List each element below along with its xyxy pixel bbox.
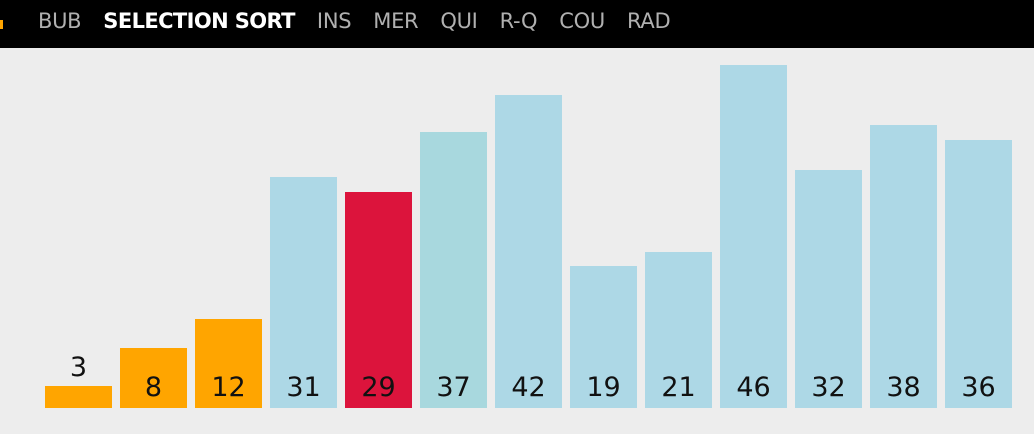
array-bar [645, 252, 712, 408]
bar-value-label: 46 [736, 372, 771, 403]
nav-item-merge-sort[interactable]: MER [373, 9, 419, 33]
top-nav-bar: BUB SELECTION SORT INS MER QUI R-Q COU R… [0, 0, 1034, 48]
bar-value-label: 31 [286, 372, 321, 403]
nav-item-selection-sort[interactable]: SELECTION SORT [103, 9, 295, 33]
bar-value-label: 21 [661, 372, 696, 403]
bar-value-label: 3 [69, 352, 88, 383]
bar-value-label: 29 [361, 372, 396, 403]
bar-value-label: 42 [511, 372, 546, 403]
array-bar [795, 170, 862, 408]
array-bar [420, 132, 487, 408]
array-bar [870, 125, 937, 408]
array-bar [945, 140, 1012, 408]
array-bar [45, 386, 112, 408]
nav-item-quick-sort[interactable]: QUI [440, 9, 478, 33]
bar-value-label: 38 [886, 372, 921, 403]
bar-value-label: 32 [811, 372, 846, 403]
bar-value-label: 19 [586, 372, 621, 403]
array-bar [195, 319, 262, 408]
bar-value-label: 12 [211, 372, 246, 403]
nav-item-bubble-sort[interactable]: BUB [38, 9, 82, 33]
corner-accent [0, 20, 3, 29]
bar-value-label: 36 [961, 372, 996, 403]
bar-value-label: 8 [144, 372, 163, 403]
array-bar [495, 95, 562, 408]
array-bar [345, 192, 412, 408]
algorithm-nav: BUB SELECTION SORT INS MER QUI R-Q COU R… [38, 0, 692, 42]
array-bar [570, 266, 637, 408]
nav-item-insertion-sort[interactable]: INS [316, 9, 352, 33]
array-bar [120, 348, 187, 408]
sorting-visualization: 3 8 12 31 29 37 42 19 21 46 32 38 36 [0, 48, 1034, 434]
nav-item-radix-sort[interactable]: RAD [626, 9, 671, 33]
bar-value-label: 37 [436, 372, 471, 403]
nav-item-randomized-quick-sort[interactable]: R-Q [499, 9, 538, 33]
nav-item-counting-sort[interactable]: COU [559, 9, 605, 33]
array-bar [720, 65, 787, 408]
array-bar [270, 177, 337, 408]
